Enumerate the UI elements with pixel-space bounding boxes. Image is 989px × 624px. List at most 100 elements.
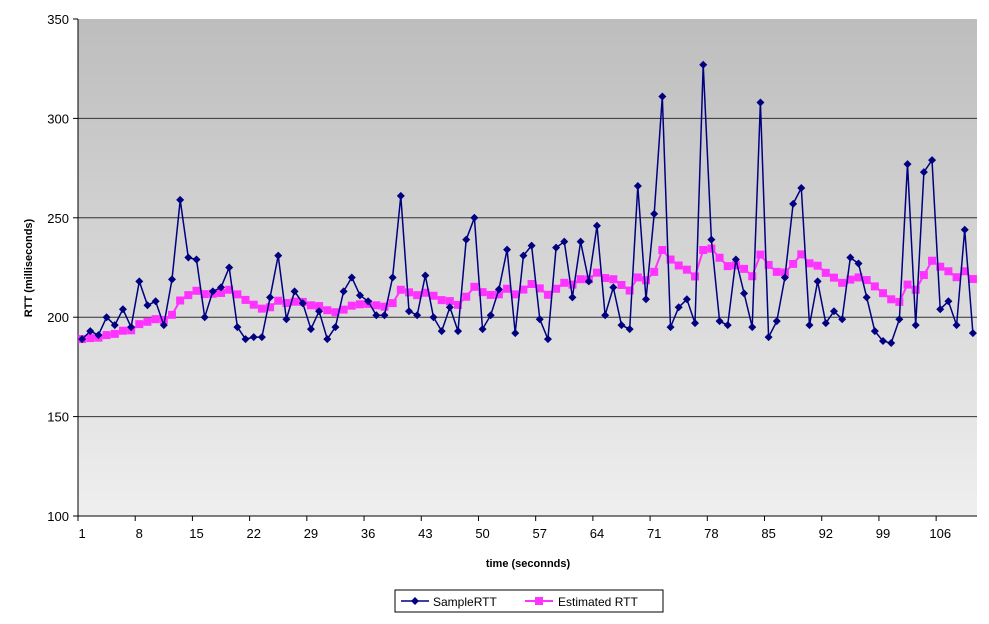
sample-rtt-point bbox=[454, 327, 463, 336]
sample-rtt-point bbox=[674, 303, 683, 312]
estimated-rtt-point bbox=[879, 289, 888, 298]
estimated-rtt-point bbox=[740, 264, 749, 273]
sample-rtt-point bbox=[306, 325, 315, 334]
sample-rtt-point bbox=[421, 271, 430, 280]
sample-rtt-point bbox=[895, 315, 904, 324]
sample-rtt-point bbox=[952, 321, 961, 330]
estimated-rtt-point bbox=[568, 280, 577, 289]
x-tick-label: 22 bbox=[246, 526, 260, 541]
sample-rtt-point bbox=[691, 319, 700, 328]
sample-rtt-point bbox=[429, 313, 438, 322]
estimated-rtt-point bbox=[421, 288, 430, 297]
estimated-rtt-point bbox=[642, 276, 651, 285]
sample-rtt-point bbox=[805, 321, 814, 330]
estimated-rtt-point bbox=[290, 297, 299, 306]
estimated-rtt-point bbox=[404, 288, 413, 297]
estimated-rtt-point bbox=[707, 244, 716, 253]
x-tick-label: 106 bbox=[929, 526, 951, 541]
estimated-rtt-point bbox=[519, 285, 528, 294]
y-tick-label: 300 bbox=[47, 111, 69, 126]
estimated-rtt-point bbox=[306, 301, 315, 310]
estimated-rtt-point bbox=[650, 267, 659, 276]
sample-rtt-point bbox=[870, 327, 879, 336]
sample-rtt-point bbox=[200, 313, 209, 322]
sample-rtt-point bbox=[879, 337, 888, 346]
estimated-rtt-point bbox=[887, 295, 896, 304]
sample-rtt-point bbox=[658, 92, 667, 101]
sample-rtt-point bbox=[650, 209, 659, 218]
estimated-rtt-point bbox=[102, 331, 111, 340]
sample-rtt-point bbox=[192, 255, 201, 264]
estimated-rtt-point bbox=[625, 286, 634, 295]
estimated-rtt-point bbox=[944, 267, 953, 276]
sample-rtt-point bbox=[715, 317, 724, 326]
x-tick-label: 78 bbox=[704, 526, 718, 541]
sample-rtt-point bbox=[764, 333, 773, 342]
sample-rtt-point bbox=[241, 335, 250, 344]
y-tick-label: 150 bbox=[47, 410, 69, 425]
sample-rtt-point bbox=[86, 327, 95, 336]
x-tick-label: 8 bbox=[136, 526, 143, 541]
sample-rtt-point bbox=[494, 285, 503, 294]
estimated-rtt-point bbox=[462, 292, 471, 301]
x-tick-label: 36 bbox=[361, 526, 375, 541]
x-tick-label: 85 bbox=[761, 526, 775, 541]
sample-rtt-point bbox=[364, 297, 373, 306]
plot-area bbox=[78, 19, 977, 516]
estimated-rtt-point bbox=[176, 296, 185, 305]
estimated-rtt-point bbox=[143, 317, 152, 326]
sample-rtt-point bbox=[625, 325, 634, 334]
y-tick-label: 350 bbox=[47, 12, 69, 27]
sample-rtt-point bbox=[217, 283, 226, 292]
estimated-rtt-point bbox=[257, 304, 266, 313]
estimated-rtt-point bbox=[478, 288, 487, 297]
y-tick-label: 200 bbox=[47, 310, 69, 325]
sample-rtt-point bbox=[707, 235, 716, 244]
x-tick-label: 92 bbox=[819, 526, 833, 541]
sample-rtt-point bbox=[838, 315, 847, 324]
estimated-rtt-point bbox=[870, 282, 879, 291]
sample-rtt-line bbox=[81, 64, 974, 344]
sample-rtt-point bbox=[821, 319, 830, 328]
estimated-rtt-point bbox=[838, 278, 847, 287]
estimated-rtt-point bbox=[862, 276, 871, 285]
estimated-rtt-point bbox=[552, 284, 561, 293]
x-tick-label: 1 bbox=[78, 526, 85, 541]
sample-rtt-point bbox=[176, 195, 185, 204]
estimated-rtt-point bbox=[429, 291, 438, 300]
sample-rtt-point bbox=[592, 221, 601, 230]
estimated-rtt-point bbox=[159, 315, 168, 324]
estimated-rtt-point bbox=[86, 334, 95, 343]
sample-rtt-point bbox=[396, 191, 405, 200]
sample-rtt-point bbox=[151, 297, 160, 306]
estimated-rtt-point bbox=[437, 296, 446, 305]
estimated-rtt-point bbox=[241, 295, 250, 304]
sample-rtt-point bbox=[135, 277, 144, 286]
estimated-rtt-point bbox=[535, 284, 544, 293]
estimated-rtt-point bbox=[846, 275, 855, 284]
sample-rtt-point bbox=[208, 287, 217, 296]
sample-rtt-point bbox=[748, 323, 757, 332]
sample-rtt-point bbox=[944, 297, 953, 306]
sample-rtt-point bbox=[184, 253, 193, 262]
sample-rtt-point bbox=[519, 251, 528, 260]
sample-rtt-point bbox=[249, 333, 258, 342]
legend-estimated-marker bbox=[535, 597, 543, 605]
estimated-rtt-point bbox=[895, 297, 904, 306]
sample-rtt-point bbox=[543, 335, 552, 344]
x-tick-label: 43 bbox=[418, 526, 432, 541]
estimated-rtt-point bbox=[723, 262, 732, 271]
sample-rtt-point bbox=[829, 307, 838, 316]
estimated-rtt-point bbox=[789, 259, 798, 268]
sample-rtt-point bbox=[118, 305, 127, 314]
estimated-rtt-point bbox=[274, 296, 283, 305]
estimated-rtt-point bbox=[282, 299, 291, 308]
sample-rtt-point bbox=[159, 321, 168, 330]
estimated-rtt-point bbox=[331, 308, 340, 317]
estimated-rtt-point bbox=[617, 280, 626, 289]
estimated-rtt-point bbox=[968, 275, 977, 284]
sample-rtt-point bbox=[576, 237, 585, 246]
sample-rtt-point bbox=[437, 327, 446, 336]
sample-rtt-point bbox=[584, 277, 593, 286]
